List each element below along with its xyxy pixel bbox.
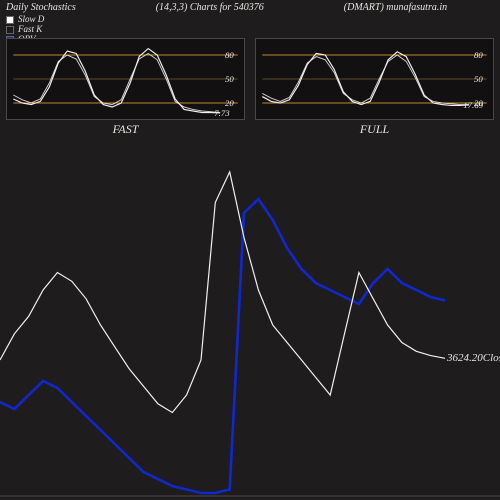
swatch-slow	[6, 16, 14, 24]
svg-text:7.73: 7.73	[214, 108, 230, 118]
svg-text:80: 80	[225, 50, 234, 60]
panel-full: 20508017.69	[255, 38, 494, 120]
panel-fast: 20 50 80 7.73	[6, 38, 245, 120]
title-left: Daily Stochastics	[6, 2, 76, 13]
chart-fast: 20 50 80 7.73	[7, 39, 244, 119]
panel-full-title: FULL	[360, 122, 389, 137]
stoch-panels: 20 50 80 7.73 FAST 20 50 80 17.69 FULL	[6, 38, 494, 138]
title-right: (DMART) munafasutra.in	[344, 2, 447, 13]
title-mid: (14,3,3) Charts for 540376	[156, 2, 264, 13]
swatch-fast	[6, 26, 14, 34]
chart-full: 20508017.69	[256, 39, 493, 119]
main-chart: 3624.20Close	[0, 150, 500, 500]
svg-text:50: 50	[474, 74, 483, 84]
header: Daily Stochastics (14,3,3) Charts for 54…	[0, 0, 500, 30]
svg-text:17.69: 17.69	[463, 100, 483, 110]
close-label: 3624.20Close	[447, 352, 500, 364]
svg-text:20: 20	[225, 98, 234, 108]
panel-fast-title: FAST	[113, 122, 139, 137]
chart-main	[0, 150, 500, 500]
svg-text:80: 80	[474, 50, 483, 60]
svg-text:50: 50	[225, 74, 234, 84]
